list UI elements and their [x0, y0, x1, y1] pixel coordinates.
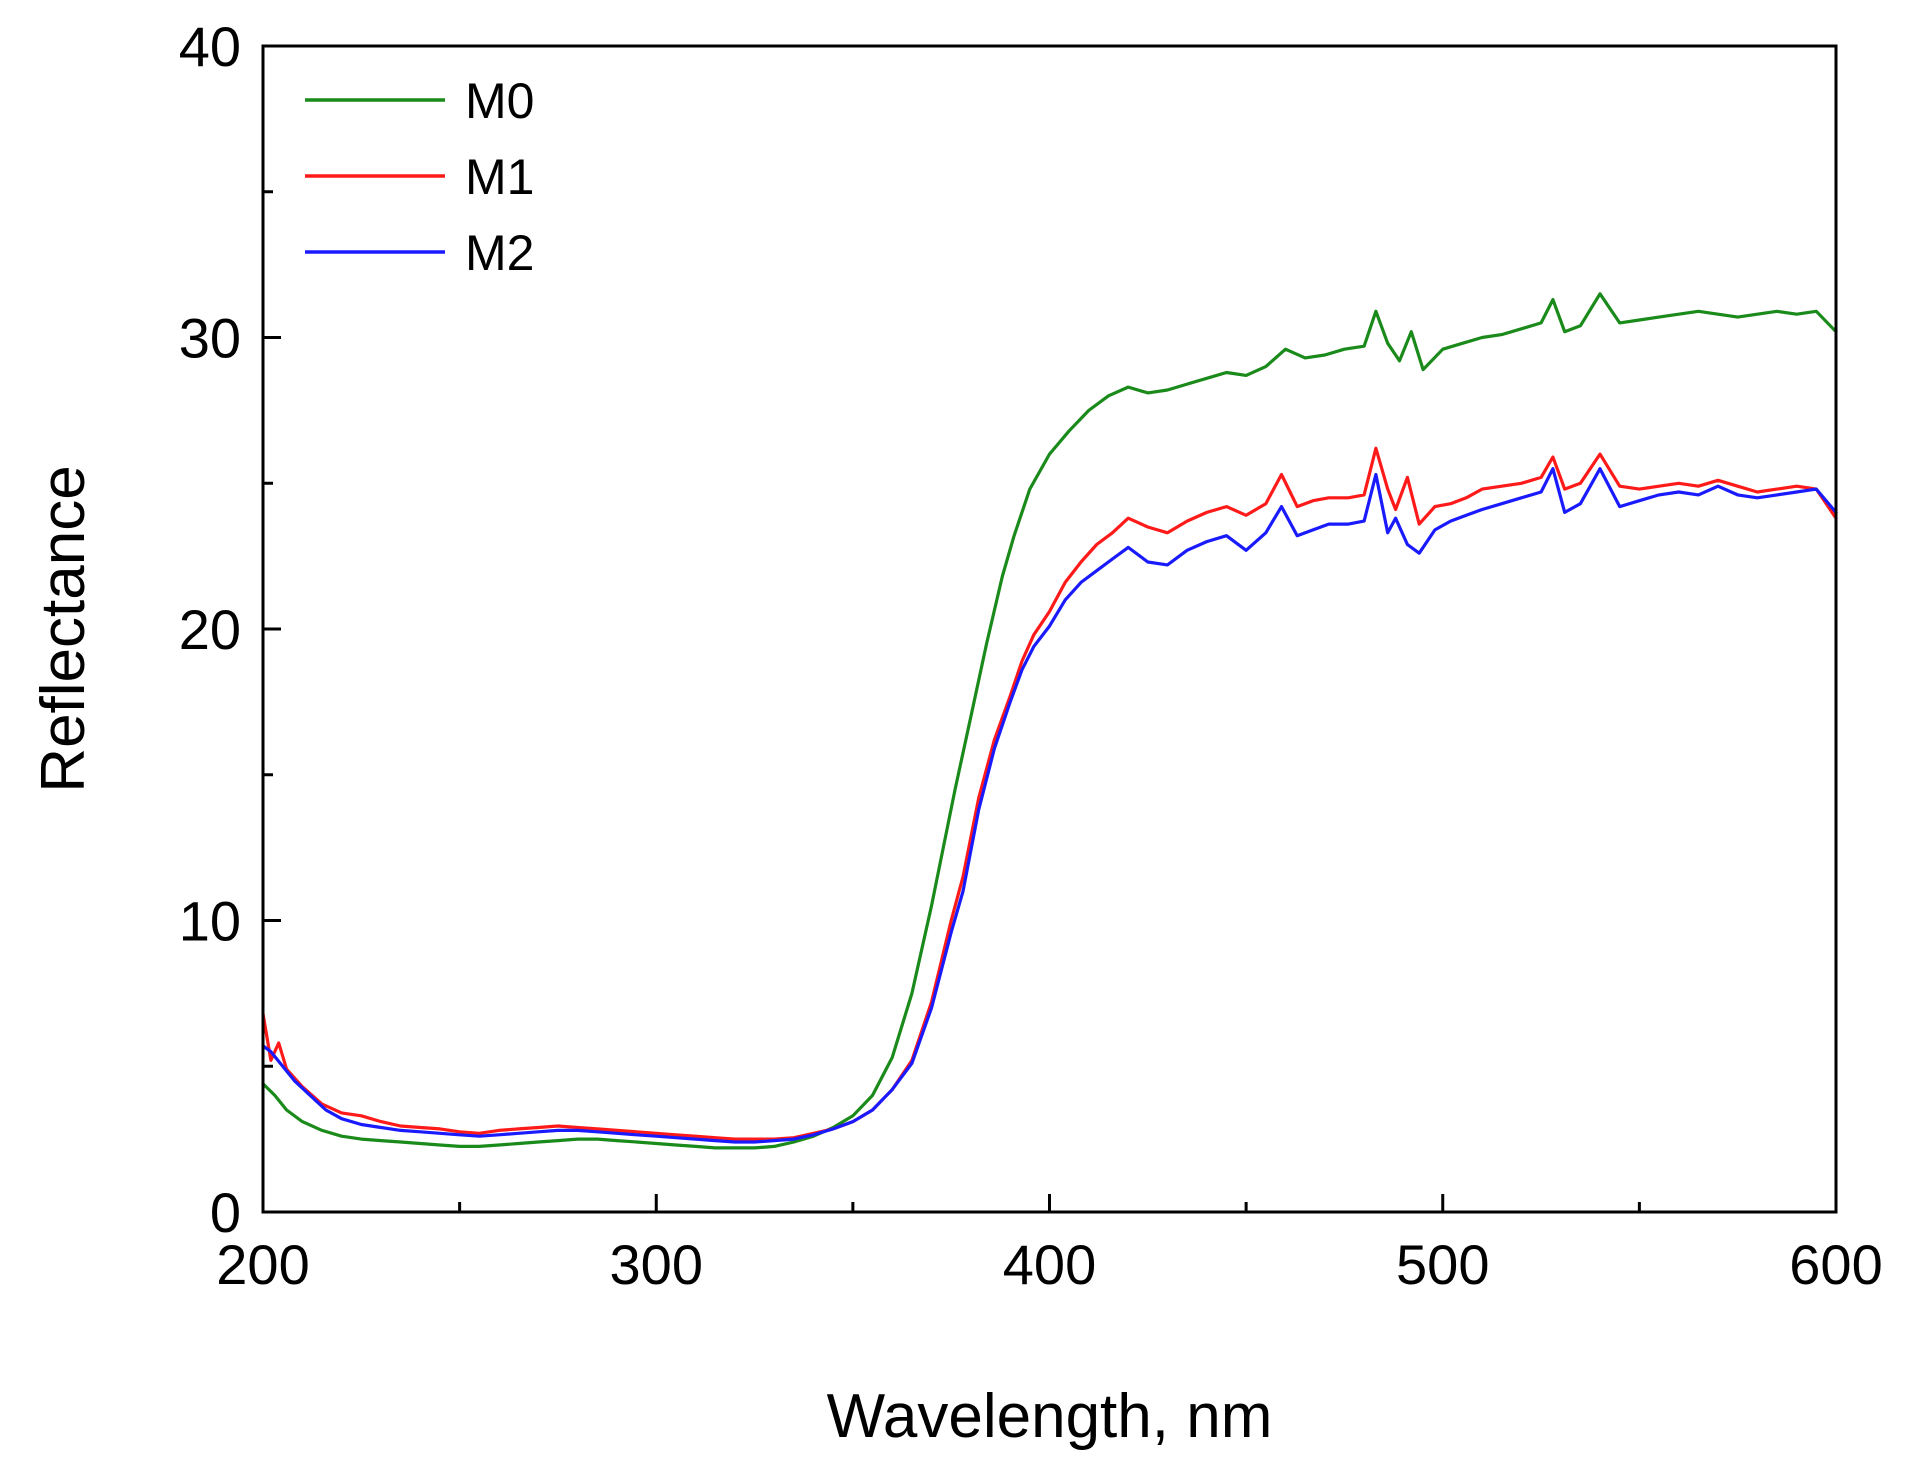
- y-tick-label: 0: [210, 1181, 241, 1244]
- legend-label-m1: M1: [465, 149, 534, 205]
- series-line-m0: [261, 292, 1838, 1150]
- x-tick-label: 200: [216, 1233, 309, 1296]
- x-axis-title: Wavelength, nm: [827, 1382, 1273, 1451]
- y-axis-title: Reflectance: [29, 465, 98, 792]
- legend-label-m0: M0: [465, 73, 534, 129]
- series-layer: [261, 292, 1838, 1150]
- x-tick-label: 500: [1396, 1233, 1489, 1296]
- series-line-m1: [261, 446, 1838, 1141]
- legend-label-m2: M2: [465, 225, 534, 281]
- y-tick-label: 10: [179, 890, 241, 953]
- series-line-m2: [261, 467, 1838, 1144]
- x-tick-label: 600: [1789, 1233, 1882, 1296]
- axis-tick-labels: 200 300 400 500 600 0 10 20 30 40: [179, 15, 1883, 1296]
- legend: M0 M1 M2: [305, 73, 534, 281]
- y-tick-label: 20: [179, 598, 241, 661]
- y-tick-label: 30: [179, 307, 241, 370]
- y-tick-label: 40: [179, 15, 241, 78]
- x-tick-label: 400: [1003, 1233, 1096, 1296]
- x-tick-label: 300: [610, 1233, 703, 1296]
- plot-frame: [261, 44, 1838, 1214]
- axis-ticks: [261, 44, 1838, 1214]
